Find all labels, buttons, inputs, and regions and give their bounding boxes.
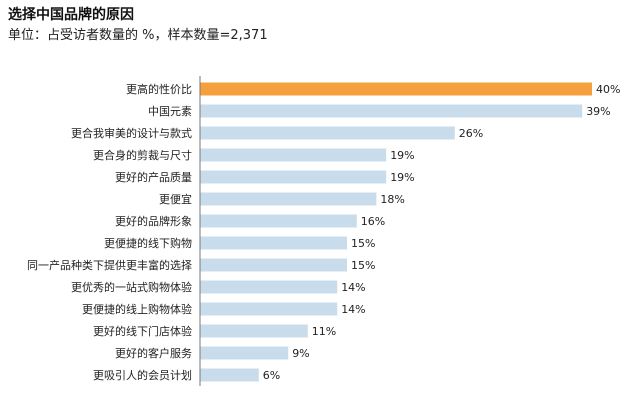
bar <box>200 236 347 250</box>
value-label: 15% <box>351 259 375 272</box>
bar <box>200 258 347 272</box>
value-label: 11% <box>312 325 336 338</box>
category-label: 更便捷的线下购物 <box>104 236 192 250</box>
value-label: 16% <box>361 215 385 228</box>
category-label: 更合我审美的设计与款式 <box>71 126 192 140</box>
category-label: 更便宜 <box>159 192 192 206</box>
value-label: 39% <box>586 105 610 118</box>
bar <box>200 214 357 228</box>
value-label: 40% <box>596 83 620 96</box>
category-label: 更好的品牌形象 <box>115 214 192 228</box>
value-label: 15% <box>351 237 375 250</box>
category-label: 更好的客户服务 <box>115 346 192 360</box>
value-label: 19% <box>390 149 414 162</box>
chart-subtitle: 单位：占受访者数量的 %，样本数量=2,371 <box>8 28 268 43</box>
category-label: 同一产品种类下提供更丰富的选择 <box>27 258 192 272</box>
value-label: 19% <box>390 171 414 184</box>
bar <box>200 302 338 316</box>
category-label: 更合身的剪裁与尺寸 <box>93 148 192 162</box>
bar <box>200 280 338 294</box>
bar <box>200 368 259 382</box>
category-label: 更吸引人的会员计划 <box>93 368 192 382</box>
value-label: 14% <box>341 303 365 316</box>
bar <box>200 324 308 338</box>
value-label: 6% <box>263 369 280 382</box>
category-label: 更好的线下门店体验 <box>93 324 192 338</box>
value-label: 9% <box>292 347 309 360</box>
value-label: 26% <box>459 127 483 140</box>
category-label: 中国元素 <box>148 105 192 118</box>
bar <box>200 192 377 206</box>
bar <box>200 148 387 162</box>
bar <box>200 104 583 118</box>
value-label: 14% <box>341 281 365 294</box>
category-label: 更便捷的线上购物体验 <box>82 302 192 316</box>
value-label: 18% <box>380 193 404 206</box>
bar <box>200 170 387 184</box>
bar <box>200 346 289 360</box>
chart-title: 选择中国品牌的原因 <box>8 7 134 23</box>
category-label: 更高的性价比 <box>126 82 192 96</box>
bar <box>200 82 592 96</box>
bar <box>200 126 455 140</box>
category-label: 更优秀的一站式购物体验 <box>71 280 192 294</box>
category-label: 更好的产品质量 <box>115 170 192 184</box>
